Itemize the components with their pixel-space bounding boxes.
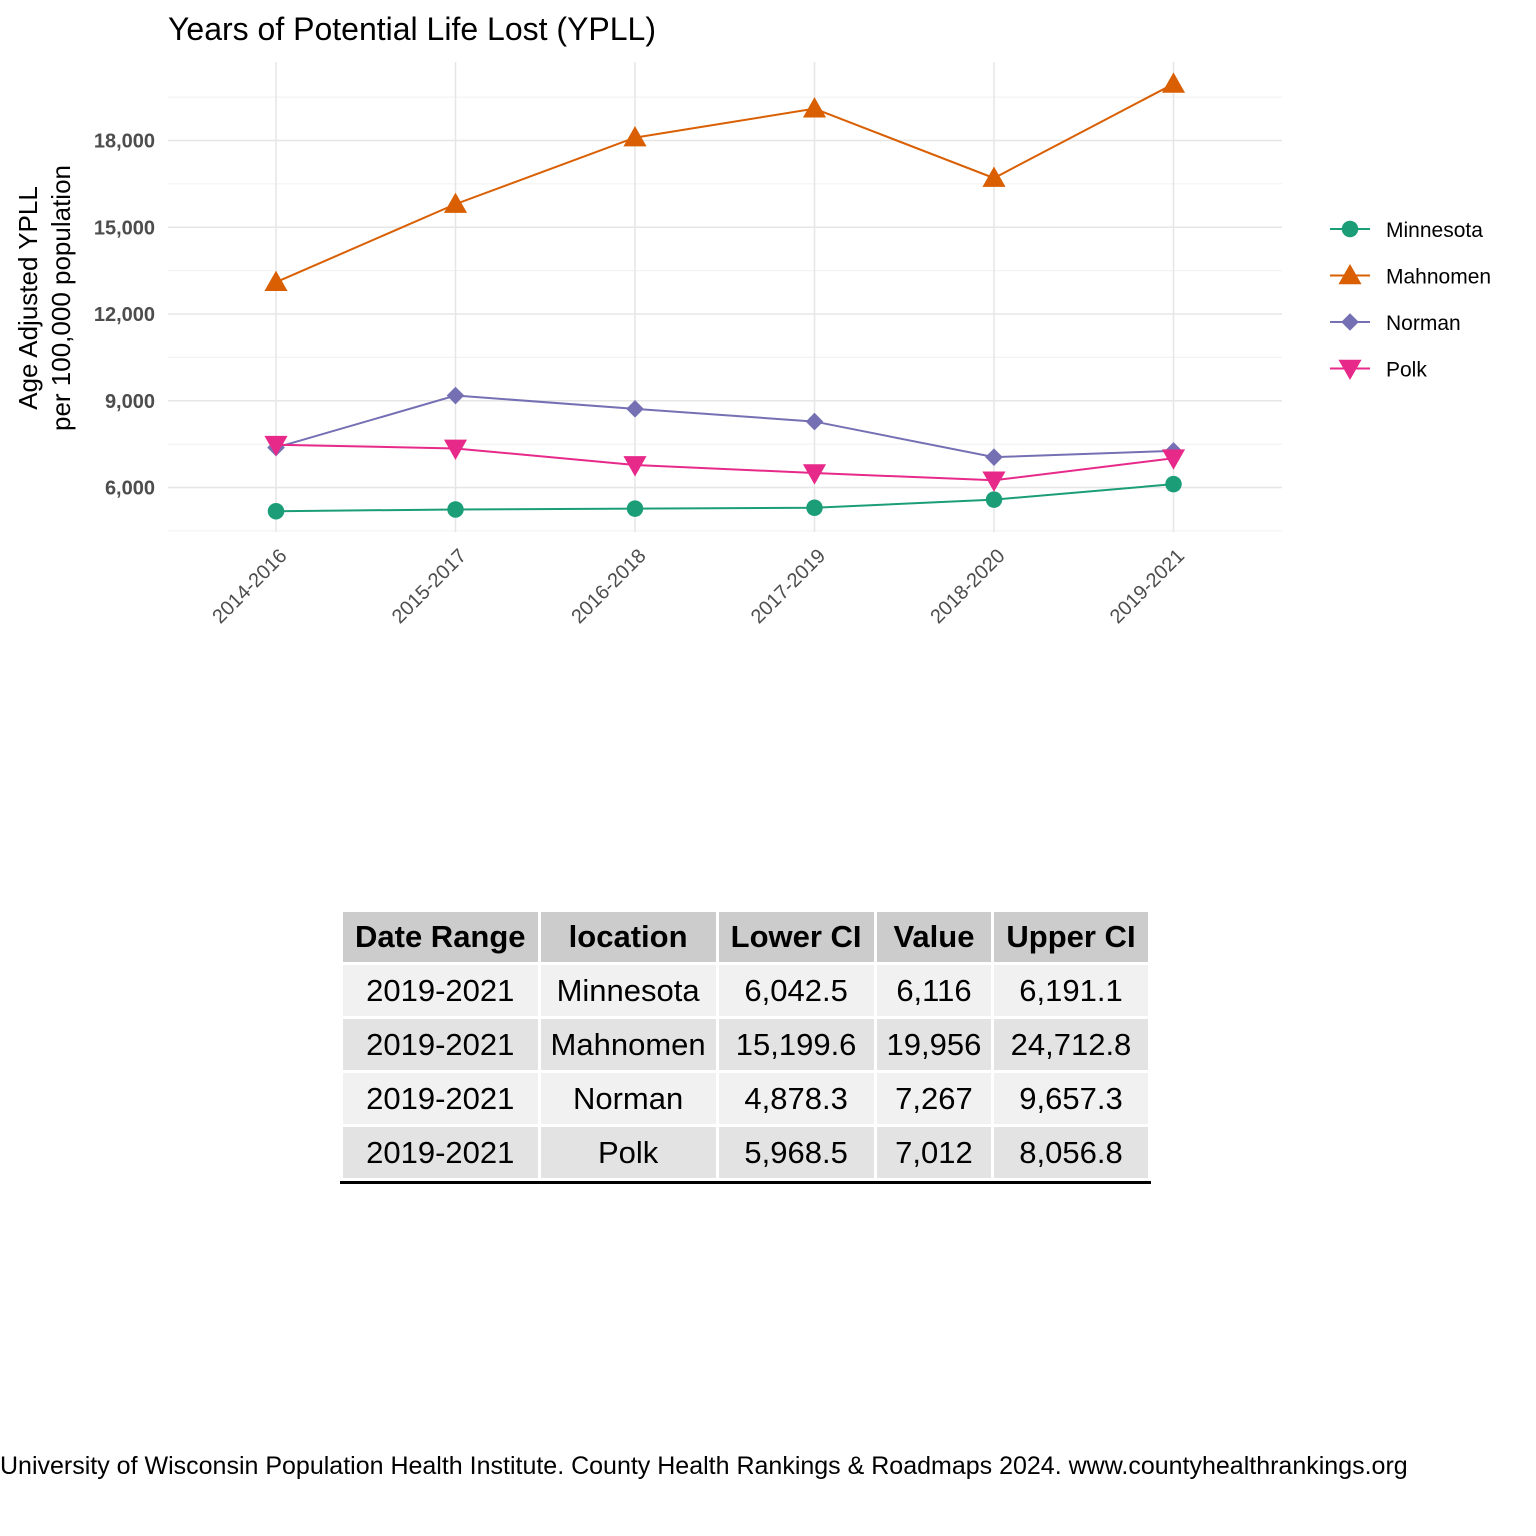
- cell-lower-ci: 15,199.6: [718, 1019, 874, 1070]
- x-tick-label: 2015-2017: [388, 545, 471, 628]
- cell-location: Minnesota: [540, 965, 716, 1016]
- cell-date-range: 2019-2021: [343, 1073, 538, 1124]
- series-minnesota: [267, 475, 1182, 520]
- x-tick-label: 2018-2020: [926, 545, 1009, 628]
- header-date-range: Date Range: [343, 912, 538, 962]
- cell-location: Mahnomen: [540, 1019, 716, 1070]
- header-location: location: [540, 912, 716, 962]
- series-layer: [264, 72, 1186, 520]
- data-point-norman: [626, 400, 644, 418]
- legend-marker-polk: [1338, 359, 1362, 381]
- data-point-polk: [264, 435, 288, 457]
- legend-item-polk: Polk: [1330, 359, 1427, 382]
- data-point-minnesota: [1165, 475, 1182, 493]
- data-point-mahnomen: [443, 192, 468, 213]
- table-header-row: Date Range location Lower CI Value Upper…: [343, 912, 1148, 962]
- source-caption: University of Wisconsin Population Healt…: [0, 1452, 1408, 1480]
- y-tick-label: 12,000: [94, 304, 155, 326]
- data-point-mahnomen: [982, 166, 1006, 187]
- cell-value: 19,956: [876, 1019, 992, 1070]
- legend-label: Mahnomen: [1386, 266, 1491, 289]
- series-line-mahnomen: [275, 83, 1174, 284]
- data-point-polk: [443, 439, 468, 461]
- series-polk: [264, 435, 1186, 492]
- legend-marker-norman: [1341, 313, 1359, 331]
- data-point-mahnomen: [264, 270, 288, 291]
- table-row: 2019-2021 Minnesota 6,042.5 6,116 6,191.…: [343, 965, 1148, 1016]
- series-norman: [267, 386, 1183, 466]
- legend-item-minnesota: Minnesota: [1330, 219, 1483, 242]
- series-mahnomen: [264, 72, 1186, 291]
- cell-value: 6,116: [876, 965, 992, 1016]
- series-line-norman: [275, 394, 1174, 459]
- grid: [168, 62, 1282, 532]
- data-point-polk: [802, 464, 827, 485]
- x-tick-label: 2016-2018: [567, 545, 650, 628]
- legend-label: Polk: [1386, 359, 1427, 382]
- cell-lower-ci: 6,042.5: [718, 965, 874, 1016]
- y-axis-label-line2: per 100,000 population: [46, 165, 76, 431]
- cell-date-range: 2019-2021: [343, 1127, 538, 1178]
- header-lower-ci: Lower CI: [718, 912, 874, 962]
- cell-date-range: 2019-2021: [343, 1019, 538, 1070]
- data-point-norman: [805, 412, 824, 431]
- data-point-norman: [985, 448, 1003, 466]
- data-point-minnesota: [626, 500, 644, 517]
- data-point-polk: [982, 471, 1006, 492]
- data-point-minnesota: [447, 501, 464, 518]
- chart-title: Years of Potential Life Lost (YPLL): [168, 11, 656, 47]
- cell-value: 7,012: [876, 1127, 992, 1178]
- legend-marker-minnesota: [1341, 220, 1359, 238]
- cell-upper-ci: 9,657.3: [994, 1073, 1148, 1124]
- legend: Minnesota Mahnomen Norman Polk: [1330, 219, 1491, 382]
- x-tick-label: 2019-2021: [1106, 545, 1189, 628]
- y-axis-ticks: 6,000 9,000 12,000 15,000 18,000: [94, 131, 155, 500]
- data-point-norman: [446, 386, 465, 405]
- header-value: Value: [876, 912, 992, 962]
- cell-location: Norman: [540, 1073, 716, 1124]
- data-table: Date Range location Lower CI Value Upper…: [340, 909, 1151, 1184]
- data-point-mahnomen: [623, 126, 647, 147]
- cell-value: 7,267: [876, 1073, 992, 1124]
- cell-upper-ci: 24,712.8: [994, 1019, 1148, 1070]
- x-tick-label: 2017-2019: [747, 545, 830, 628]
- cell-upper-ci: 6,191.1: [994, 965, 1148, 1016]
- y-tick-label: 6,000: [105, 478, 155, 500]
- y-tick-label: 9,000: [105, 391, 155, 413]
- data-point-minnesota: [267, 502, 285, 520]
- cell-location: Polk: [540, 1127, 716, 1178]
- data-point-mahnomen: [1161, 72, 1186, 93]
- table-row: 2019-2021 Mahnomen 15,199.6 19,956 24,71…: [343, 1019, 1148, 1070]
- legend-marker-mahnomen: [1338, 263, 1362, 285]
- legend-item-norman: Norman: [1330, 312, 1461, 335]
- legend-label: Norman: [1386, 312, 1461, 335]
- table-row: 2019-2021 Norman 4,878.3 7,267 9,657.3: [343, 1073, 1148, 1124]
- cell-date-range: 2019-2021: [343, 965, 538, 1016]
- cell-lower-ci: 5,968.5: [718, 1127, 874, 1178]
- legend-label: Minnesota: [1386, 219, 1483, 242]
- data-point-polk: [623, 456, 647, 477]
- legend-item-mahnomen: Mahnomen: [1330, 263, 1491, 289]
- data-point-minnesota: [985, 491, 1003, 508]
- x-axis-ticks: 2014-2016 2015-2017 2016-2018 2017-2019 2018…: [208, 545, 1189, 628]
- series-line-minnesota: [275, 483, 1174, 513]
- cell-upper-ci: 8,056.8: [994, 1127, 1148, 1178]
- data-point-minnesota: [806, 499, 823, 516]
- table-row: 2019-2021 Polk 5,968.5 7,012 8,056.8: [343, 1127, 1148, 1178]
- data-point-mahnomen: [802, 97, 827, 118]
- series-line-polk: [275, 443, 1174, 482]
- cell-lower-ci: 4,878.3: [718, 1073, 874, 1124]
- data-point-polk: [1161, 449, 1186, 470]
- y-axis-label: Age Adjusted YPLL: [13, 186, 43, 410]
- y-tick-label: 15,000: [94, 217, 155, 239]
- header-upper-ci: Upper CI: [994, 912, 1148, 962]
- y-tick-label: 18,000: [94, 131, 155, 153]
- x-tick-label: 2014-2016: [208, 545, 291, 628]
